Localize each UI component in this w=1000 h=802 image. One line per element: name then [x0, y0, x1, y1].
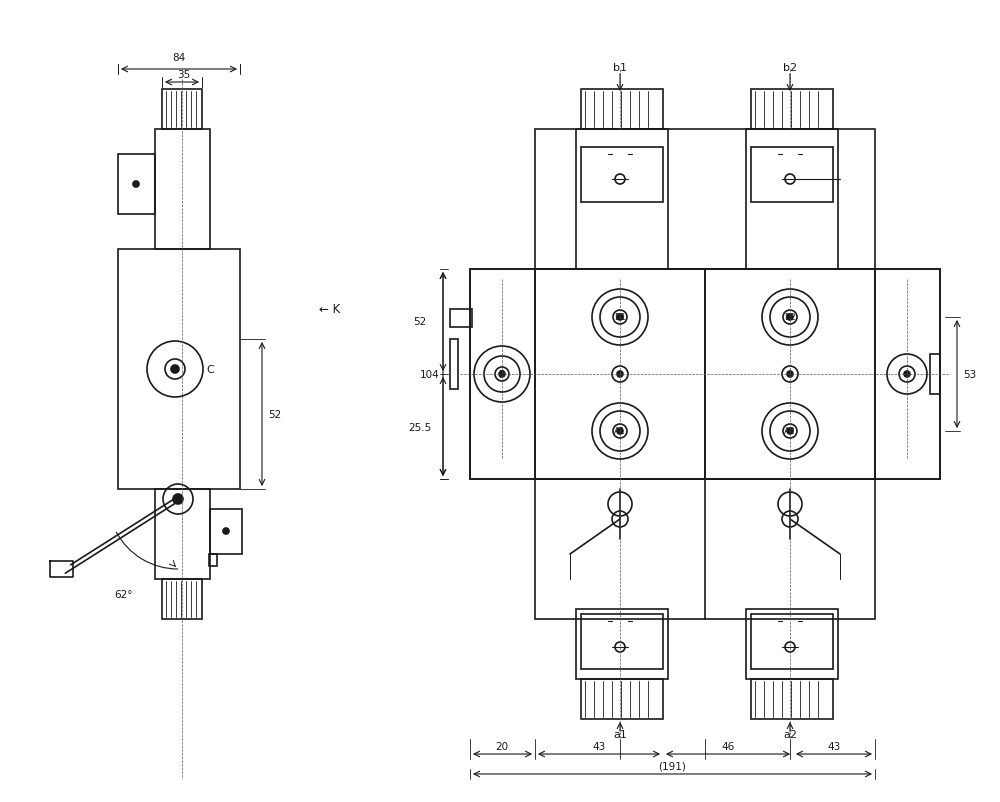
- Text: 52: 52: [413, 317, 427, 326]
- Bar: [450, 339, 458, 390]
- Bar: [535, 130, 875, 269]
- Circle shape: [223, 529, 229, 534]
- Bar: [581, 614, 663, 669]
- Circle shape: [171, 366, 179, 374]
- Text: b2: b2: [783, 63, 797, 73]
- Circle shape: [787, 314, 793, 321]
- Text: a2: a2: [783, 729, 797, 739]
- Text: 53: 53: [963, 370, 977, 379]
- Text: A1: A1: [614, 427, 626, 436]
- Circle shape: [133, 182, 139, 188]
- Text: a1: a1: [613, 729, 627, 739]
- Circle shape: [904, 371, 910, 378]
- Text: 20: 20: [495, 741, 509, 751]
- Circle shape: [787, 371, 793, 378]
- Text: B2: B2: [784, 313, 796, 322]
- Bar: [450, 310, 472, 327]
- Text: 84: 84: [172, 53, 186, 63]
- Circle shape: [787, 428, 793, 435]
- Text: 35: 35: [177, 70, 191, 80]
- Bar: [470, 269, 940, 480]
- Bar: [581, 90, 663, 130]
- Bar: [930, 354, 940, 395]
- Bar: [162, 579, 202, 619]
- Text: 43: 43: [592, 741, 606, 751]
- Bar: [875, 269, 940, 480]
- Text: A2: A2: [784, 427, 796, 436]
- Bar: [209, 554, 217, 566]
- Text: C: C: [206, 365, 214, 375]
- Text: ← K: ← K: [319, 303, 341, 316]
- Bar: [118, 155, 155, 215]
- Bar: [576, 610, 668, 679]
- Text: b1: b1: [613, 63, 627, 73]
- Circle shape: [617, 314, 623, 321]
- Bar: [751, 614, 833, 669]
- Bar: [535, 269, 705, 480]
- Text: 43: 43: [827, 741, 841, 751]
- Bar: [751, 90, 833, 130]
- Text: P: P: [499, 370, 505, 379]
- Text: 104: 104: [420, 370, 440, 379]
- Text: B1: B1: [614, 313, 626, 322]
- Circle shape: [617, 428, 623, 435]
- Bar: [210, 509, 242, 554]
- Bar: [535, 480, 875, 619]
- Circle shape: [499, 371, 505, 378]
- Bar: [746, 610, 838, 679]
- Text: 25.5: 25.5: [408, 423, 432, 432]
- Bar: [470, 269, 535, 480]
- Bar: [746, 130, 838, 269]
- Bar: [576, 130, 668, 269]
- Circle shape: [617, 371, 623, 378]
- Bar: [581, 148, 663, 203]
- Text: 62°: 62°: [114, 589, 132, 599]
- Text: 52: 52: [268, 410, 282, 419]
- Bar: [705, 269, 875, 480]
- Text: (191): (191): [659, 761, 686, 771]
- Bar: [581, 679, 663, 719]
- Bar: [162, 90, 202, 130]
- Bar: [751, 148, 833, 203]
- Text: 46: 46: [721, 741, 735, 751]
- Circle shape: [173, 494, 183, 504]
- Bar: [118, 249, 240, 489]
- Bar: [155, 130, 210, 249]
- Bar: [155, 489, 210, 579]
- Bar: [751, 679, 833, 719]
